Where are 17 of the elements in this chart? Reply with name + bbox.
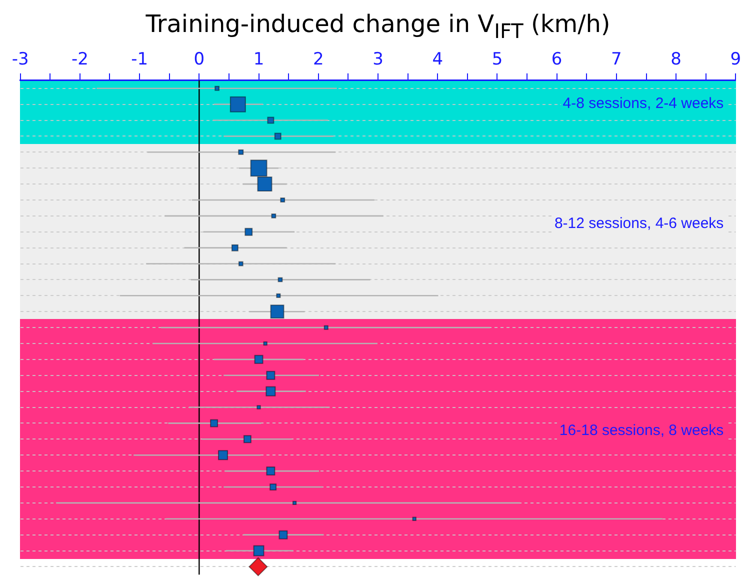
x-tick-label: 0 <box>194 49 205 70</box>
x-tick-label: 8 <box>670 49 682 70</box>
annotation: 16-18 sessions, 8 weeks <box>557 422 726 440</box>
x-tick-label: 3 <box>372 49 384 70</box>
annotation: 4-8 sessions, 2-4 weeks <box>560 95 726 114</box>
chart-title: Training-induced change in V$_{IFT}$ (km/h) <box>144 9 612 45</box>
x-tick-label: 9 <box>730 49 742 70</box>
x-tick-label: -3 <box>12 49 29 70</box>
x-tick-label: 4 <box>432 49 444 70</box>
x-tick-label: -1 <box>131 49 148 70</box>
x-tick-label: 6 <box>551 49 562 70</box>
annotation: 8-12 sessions, 4-6 weeks <box>552 214 726 233</box>
x-tick-label: 5 <box>492 49 503 70</box>
x-tick-label: -2 <box>71 49 88 70</box>
x-tick-label: 7 <box>611 49 622 70</box>
x-tick-label: 2 <box>312 49 324 70</box>
x-tick-label: 1 <box>253 49 264 70</box>
